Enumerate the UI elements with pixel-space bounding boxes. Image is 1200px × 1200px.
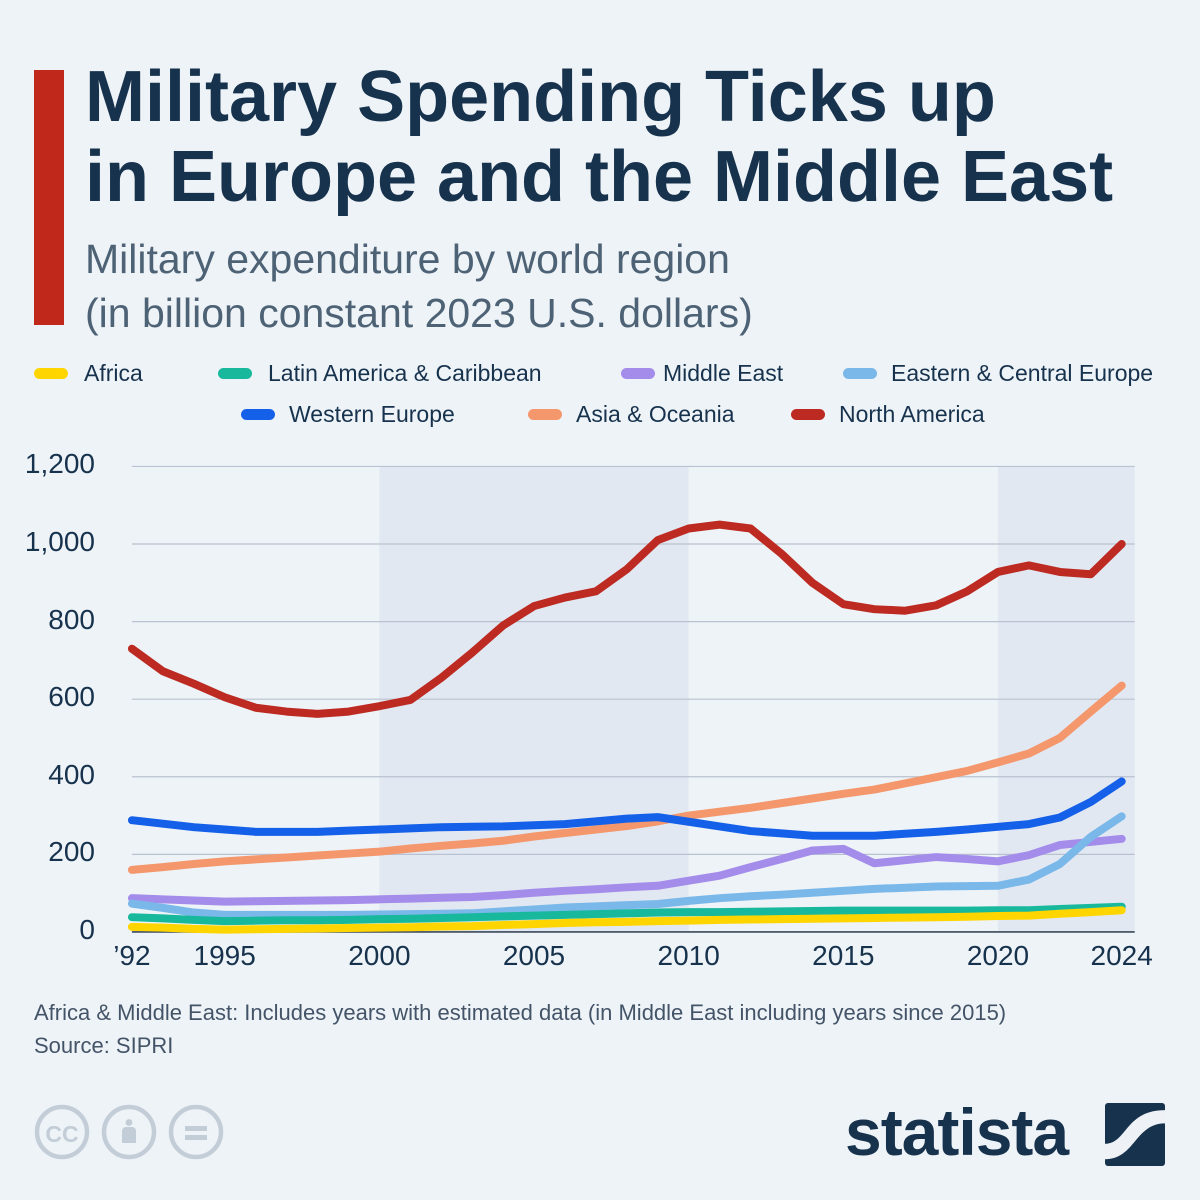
svg-text:statista: statista <box>845 1095 1070 1169</box>
svg-text:CC: CC <box>45 1121 78 1147</box>
